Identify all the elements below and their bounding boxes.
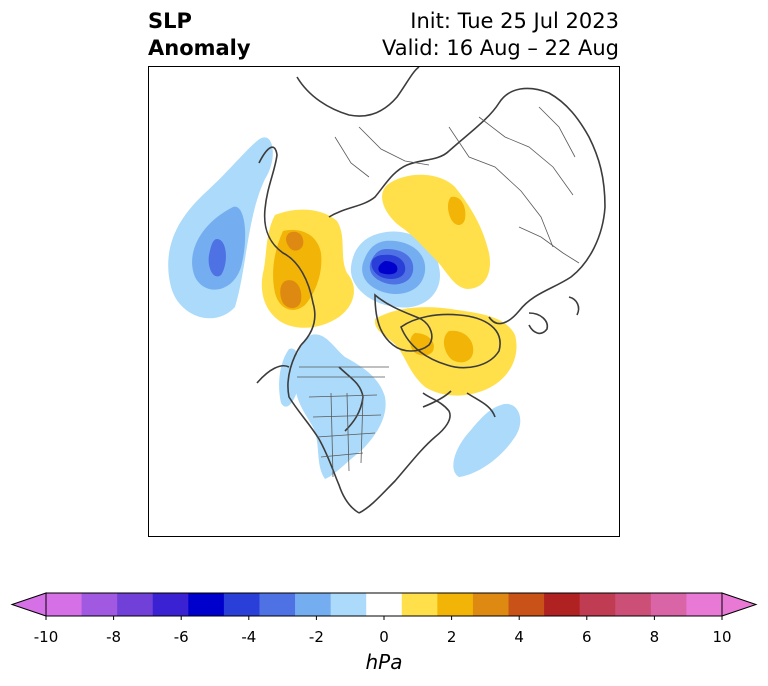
colorbar-swatch [579, 593, 616, 616]
colorbar-swatch [686, 593, 723, 616]
map-panel [148, 66, 620, 537]
colorbar-tick-label: 10 [712, 628, 732, 646]
colorbar-tick-label: -10 [33, 628, 59, 646]
colorbar-swatch [366, 593, 403, 616]
valid-range: Valid: 16 Aug – 22 Aug [381, 36, 619, 60]
title-line-variable: SLP [148, 9, 192, 33]
colorbar-tick-label: 0 [379, 628, 389, 646]
colorbar-extend-min [10, 592, 47, 617]
contour-neg-4-pacific [208, 239, 226, 277]
colorbar-extend-max [721, 592, 758, 617]
contour-neg-1-atlantic [453, 403, 521, 477]
colorbar-swatch [508, 593, 545, 616]
colorbar-tick-label: -8 [106, 628, 122, 646]
colorbar-swatch [117, 593, 154, 616]
colorbar-tick-label: 6 [582, 628, 592, 646]
colorbar-tick-label: 4 [514, 628, 524, 646]
contour-pos-1-greenland [374, 307, 517, 396]
colorbar-swatch [152, 593, 189, 616]
political-boundaries [297, 106, 580, 478]
contour-pos-1-siberia [382, 174, 491, 289]
contour-pos-2-greenland [443, 330, 474, 363]
colorbar-swatch [295, 593, 332, 616]
colorbar-swatch [81, 593, 118, 616]
anomaly-map [168, 67, 606, 514]
colorbar-tick-label: -2 [308, 628, 324, 646]
colorbar-swatch [437, 593, 474, 616]
colorbar [10, 592, 758, 620]
contour-neg-6-arctic [378, 261, 398, 275]
init-date: Init: Tue 25 Jul 2023 [410, 9, 619, 33]
colorbar-swatch [472, 593, 510, 616]
colorbar-swatch [223, 593, 260, 616]
contour-pos-2-siberia [448, 196, 466, 225]
colorbar-units: hPa [365, 650, 403, 674]
colorbar-swatch [188, 593, 225, 616]
colorbar-tick-label: 2 [446, 628, 457, 646]
contour-neg-1-gulf [279, 348, 301, 407]
contour-neg-1-namerica [294, 334, 386, 479]
coastlines [256, 67, 606, 514]
map-title: SLP Anomaly [148, 8, 251, 62]
title-line-anomaly: Anomaly [148, 36, 251, 60]
colorbar-tick-label: -4 [241, 628, 257, 646]
colorbar-swatch [46, 593, 83, 616]
map-dates: Init: Tue 25 Jul 2023 Valid: 16 Aug – 22… [382, 8, 619, 62]
colorbar-swatch [259, 593, 296, 616]
colorbar-swatch [650, 593, 687, 616]
colorbar-swatch [330, 593, 367, 616]
contour-pos-3-canada [280, 280, 302, 309]
colorbar-tick-label: 8 [649, 628, 660, 646]
colorbar-swatch [401, 593, 438, 616]
colorbar-swatch [544, 593, 581, 616]
colorbar-swatch [615, 593, 652, 616]
contour-pos-3-alaska [286, 231, 304, 251]
colorbar-tick-label: -6 [173, 628, 189, 646]
